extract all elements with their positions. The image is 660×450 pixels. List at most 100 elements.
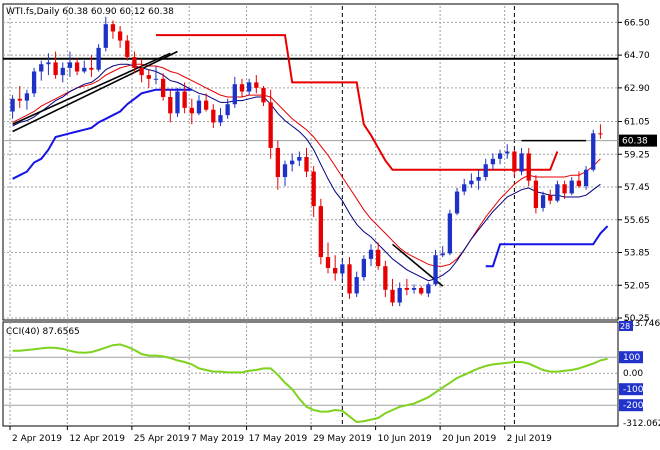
candle-body bbox=[447, 213, 453, 254]
candle-body bbox=[576, 180, 582, 187]
cci-pane-tag bbox=[619, 321, 633, 331]
x-tick-label: 2 Jul 2019 bbox=[507, 434, 552, 444]
x-tick-label: 10 Jun 2019 bbox=[378, 434, 432, 444]
main-y-tick-label: 66.50 bbox=[624, 18, 650, 28]
candle-body bbox=[89, 67, 94, 70]
candle-body bbox=[376, 249, 381, 267]
candle-body bbox=[175, 91, 180, 114]
candle-body bbox=[46, 62, 51, 65]
current-price-tag bbox=[619, 134, 657, 147]
cci-y-tick-label: -312.062 bbox=[623, 419, 660, 429]
x-tick-label: 29 May 2019 bbox=[313, 434, 372, 444]
x-tick-label: 17 May 2019 bbox=[249, 434, 308, 444]
candle-body bbox=[426, 284, 431, 294]
candle-body bbox=[591, 133, 596, 170]
current-price-label: 60.38 bbox=[622, 137, 648, 147]
cci-y-tick-label: 100 bbox=[623, 353, 640, 363]
candle-body bbox=[361, 258, 366, 278]
candle-body bbox=[548, 195, 553, 201]
candle-body bbox=[53, 62, 58, 76]
candle-body bbox=[160, 78, 166, 97]
candle-body bbox=[110, 24, 116, 32]
candle-body bbox=[347, 264, 352, 294]
candle-body bbox=[196, 100, 202, 114]
candle-body bbox=[24, 93, 30, 101]
candle-body bbox=[74, 62, 80, 72]
trendline bbox=[12, 50, 178, 133]
resistance-trail-line bbox=[156, 34, 559, 171]
candle-body bbox=[247, 82, 252, 92]
candle-body bbox=[103, 24, 108, 48]
candle-body bbox=[454, 191, 460, 214]
candle-body bbox=[232, 84, 237, 105]
candle-body bbox=[440, 253, 445, 256]
cci-level-tag bbox=[619, 399, 643, 412]
candle-body bbox=[218, 115, 223, 123]
candle-body bbox=[39, 64, 44, 72]
support-trail-line-2 bbox=[485, 225, 609, 268]
main-y-tick-label: 62.90 bbox=[624, 84, 650, 94]
main-y-tick-label: 64.70 bbox=[624, 51, 650, 61]
main-y-tick-label: 52.05 bbox=[624, 281, 650, 291]
ma-slow-line bbox=[12, 63, 601, 267]
candle-body bbox=[497, 153, 503, 159]
x-tick-label: 25 Apr 2019 bbox=[134, 434, 190, 444]
candle-body bbox=[290, 160, 295, 165]
main-y-tick-label: 61.05 bbox=[624, 118, 650, 128]
main-title: WTI.fs,Daily 60.38 60.90 60.12 60.38 bbox=[6, 7, 174, 17]
candle-body bbox=[404, 287, 410, 290]
candle-body bbox=[182, 91, 187, 108]
candle-body bbox=[333, 267, 338, 274]
x-tick-label: 12 Apr 2019 bbox=[69, 434, 125, 444]
candle-body bbox=[203, 100, 209, 110]
cci-level-tag bbox=[619, 351, 643, 364]
candle-body bbox=[476, 177, 481, 181]
candle-body bbox=[17, 98, 22, 101]
candle-body bbox=[168, 96, 173, 114]
candle-body bbox=[10, 98, 15, 112]
candle-body bbox=[297, 156, 302, 161]
cci-pane-frame bbox=[2, 321, 619, 427]
ma-fast-line bbox=[12, 63, 601, 282]
candle-body bbox=[519, 153, 524, 172]
candle-body bbox=[275, 147, 280, 178]
candle-body bbox=[268, 102, 273, 148]
candle-body bbox=[562, 184, 567, 194]
candle-body bbox=[483, 164, 488, 178]
candle-body bbox=[304, 156, 309, 172]
x-tick-label: 20 Jun 2019 bbox=[442, 434, 496, 444]
candle-body bbox=[583, 169, 589, 187]
main-y-tick-label: 59.25 bbox=[624, 150, 650, 160]
cci-title: CCI(40) 87.6565 bbox=[6, 327, 80, 337]
candle-body bbox=[311, 171, 316, 207]
cci-level-tag bbox=[619, 383, 643, 396]
candle-body bbox=[526, 153, 531, 181]
candle-body bbox=[462, 184, 467, 192]
main-y-tick-label: 53.85 bbox=[624, 249, 650, 259]
cci-y-tick-label: 0.00 bbox=[623, 369, 643, 379]
candle-body bbox=[540, 195, 546, 208]
candle-body bbox=[354, 277, 359, 294]
candle-body bbox=[31, 71, 37, 94]
cci-y-tick-label: -100 bbox=[623, 385, 644, 395]
candle-body bbox=[555, 184, 560, 201]
main-y-tick-label: 50.25 bbox=[624, 314, 650, 324]
cci-y-tick-label: 313.746 bbox=[623, 319, 660, 329]
main-y-tick-label: 57.45 bbox=[624, 183, 650, 193]
candle-body bbox=[146, 75, 151, 79]
candle-body bbox=[490, 158, 496, 165]
cci-line bbox=[12, 343, 608, 424]
candle-body bbox=[433, 255, 438, 285]
x-tick-label: 7 May 2019 bbox=[191, 434, 244, 444]
candle-body bbox=[397, 287, 402, 303]
candle-body bbox=[96, 47, 101, 70]
candle-body bbox=[254, 82, 259, 88]
x-tick-label: 2 Apr 2019 bbox=[12, 434, 62, 444]
candle-body bbox=[505, 151, 510, 154]
candle-body bbox=[261, 87, 266, 103]
candle-body bbox=[139, 67, 144, 76]
trendline bbox=[12, 52, 171, 125]
candle-body bbox=[390, 289, 395, 303]
candle-body bbox=[598, 133, 603, 135]
